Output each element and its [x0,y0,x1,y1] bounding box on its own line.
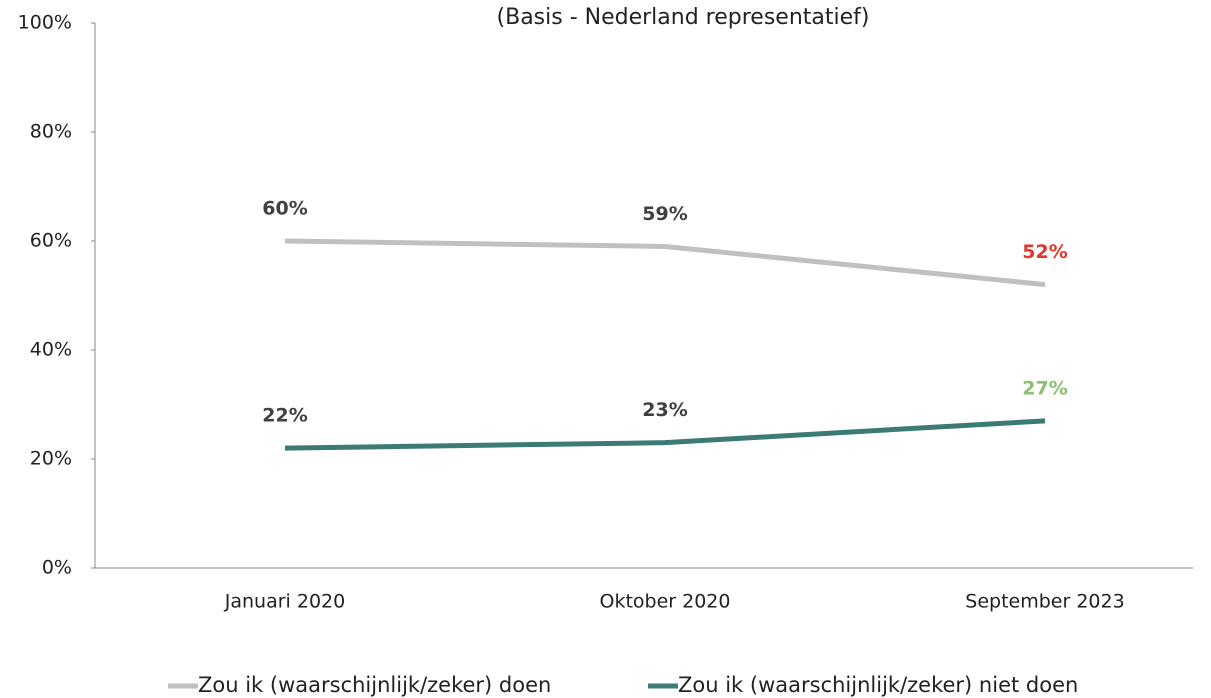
data-label: 59% [642,203,687,225]
data-label: 23% [642,399,687,421]
data-label: 60% [262,198,307,220]
y-tick-label: 0% [42,557,72,579]
y-tick-label: 20% [30,448,72,470]
y-tick-label: 80% [30,121,72,143]
y-tick-label: 40% [30,339,72,361]
y-tick-label: 100% [18,12,72,34]
data-label: 22% [262,405,307,427]
data-label: 52% [1022,241,1067,263]
chart-subtitle: (Basis - Nederland representatief) [497,5,870,30]
legend-label: Zou ik (waarschijnlijk/zeker) doen [198,673,551,697]
y-tick-label: 60% [30,230,72,252]
x-tick-label: September 2023 [965,591,1124,613]
x-tick-label: Oktober 2020 [600,591,731,613]
x-tick-label: Januari 2020 [224,591,345,613]
line-series [284,418,1046,451]
data-label: 27% [1022,377,1067,399]
legend-label: Zou ik (waarschijnlijk/zeker) niet doen [678,673,1078,697]
line-series [284,238,1046,288]
